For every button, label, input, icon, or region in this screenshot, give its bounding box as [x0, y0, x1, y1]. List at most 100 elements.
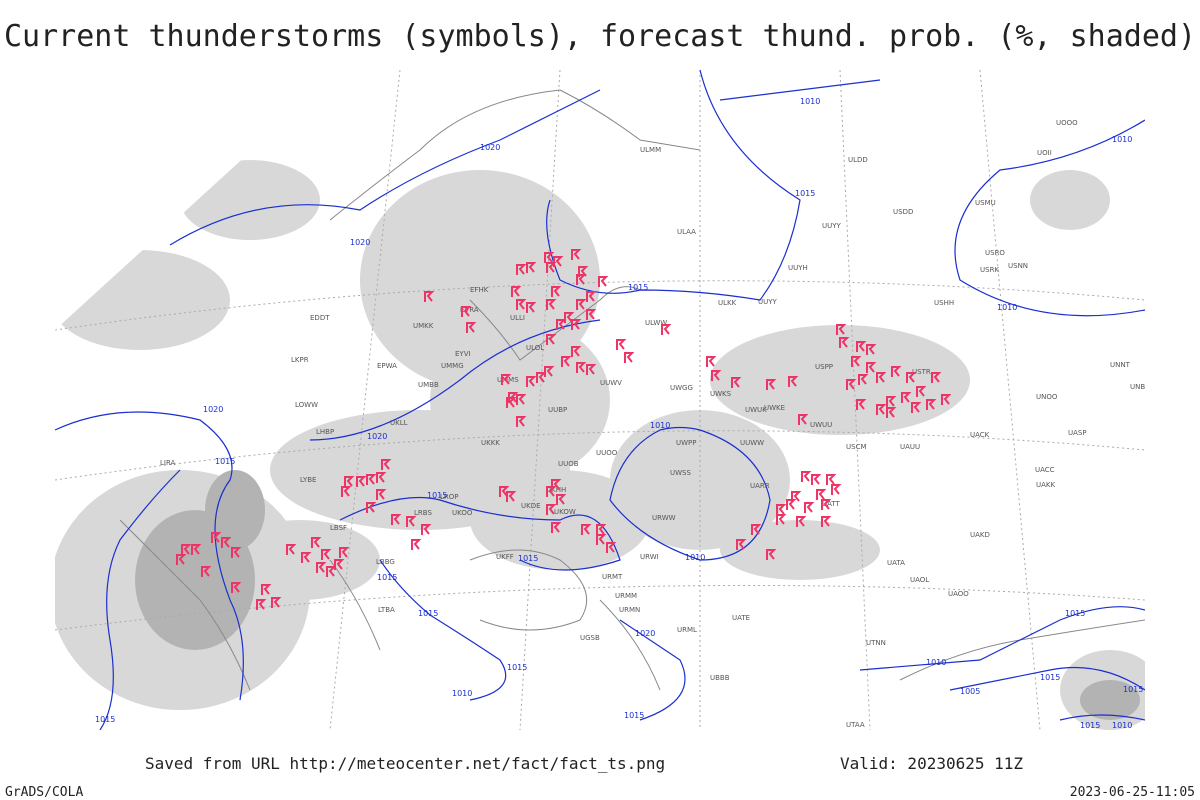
thunderstorm-symbol: [526, 302, 537, 313]
station-label: EFHK: [470, 286, 489, 294]
thunderstorm-symbol: [851, 356, 862, 367]
station-label: UKDE: [521, 502, 541, 510]
station-label: LIRA: [160, 459, 176, 467]
thunderstorm-symbol: [866, 344, 877, 355]
station-label: USRO: [985, 249, 1005, 257]
thunderstorm-symbol: [506, 491, 517, 502]
thunderstorm-symbol: [876, 404, 887, 415]
thunderstorm-symbol: [526, 376, 537, 387]
isobar-label: 1015: [1080, 721, 1100, 730]
thunderstorm-symbol: [931, 372, 942, 383]
thunderstorm-symbol: [366, 474, 377, 485]
station-label: UATA: [887, 559, 905, 567]
thunderstorm-symbol: [586, 291, 597, 302]
station-label: USRK: [980, 266, 999, 274]
map-area: ULMM ULAA ULDD USDD UUYY UUYH ULKK UUYY USHH ULWW…: [55, 70, 1145, 730]
thunderstorm-symbol: [804, 502, 815, 513]
isobar-label: 1015: [518, 554, 538, 563]
thunderstorm-symbol: [886, 407, 897, 418]
thunderstorm-symbol: [736, 539, 747, 550]
station-label: EVRA: [460, 306, 479, 314]
station-label: UKOO: [452, 509, 473, 517]
thunderstorm-symbol: [821, 499, 832, 510]
isobar-label: 1010: [452, 689, 472, 698]
thunderstorm-symbol: [231, 547, 242, 558]
isobar-label: 1010: [997, 303, 1017, 312]
station-label: UUOB: [558, 460, 579, 468]
thunderstorm-symbol: [553, 256, 564, 267]
thunderstorm-symbol: [201, 566, 212, 577]
thunderstorm-symbol: [596, 524, 607, 535]
isobar-label: 1020: [635, 629, 655, 638]
thunderstorm-symbols: [176, 249, 952, 610]
station-label: UKLL: [390, 419, 408, 427]
thunderstorm-symbol: [516, 394, 527, 405]
station-label: USMU: [975, 199, 996, 207]
thunderstorm-symbol: [301, 552, 312, 563]
thunderstorm-symbol: [271, 597, 282, 608]
station-label: UAUU: [900, 443, 920, 451]
thunderstorm-symbol: [766, 549, 777, 560]
probability-shading-dark: [135, 470, 1140, 720]
thunderstorm-symbol: [776, 514, 787, 525]
thunderstorm-symbol: [751, 524, 762, 535]
thunderstorm-symbol: [706, 356, 717, 367]
thunderstorm-symbol: [466, 322, 477, 333]
station-label: EPWA: [377, 362, 397, 370]
thunderstorm-symbol: [839, 337, 850, 348]
thunderstorm-symbol: [791, 491, 802, 502]
isobar-labels: 1010 1020 1015 1020 1015 1010 1010 1020 1015 1020…: [95, 97, 1143, 730]
isobar-label: 1010: [1112, 135, 1132, 144]
software-credit: GrADS/COLA: [5, 785, 83, 800]
thunderstorm-symbol: [831, 484, 842, 495]
station-label: UWUU: [810, 421, 832, 429]
thunderstorm-symbol: [381, 459, 392, 470]
station-label: UAKD: [970, 531, 990, 539]
thunderstorm-symbol: [856, 399, 867, 410]
station-label: UUYH: [788, 264, 808, 272]
thunderstorm-symbol: [766, 379, 777, 390]
isobar-label: 1015: [418, 609, 438, 618]
station-label: URML: [677, 626, 697, 634]
isobar-label: 1010: [800, 97, 820, 106]
isobar-label: 1020: [367, 432, 387, 441]
station-label: UWSS: [670, 469, 691, 477]
thunderstorm-symbol: [551, 479, 562, 490]
station-label: USDD: [893, 208, 913, 216]
station-label: ULWW: [645, 319, 667, 327]
thunderstorm-symbol: [876, 372, 887, 383]
station-label: USPP: [815, 363, 833, 371]
thunderstorm-symbol: [826, 474, 837, 485]
isobar-label: 1015: [1040, 673, 1060, 682]
thunderstorm-symbol: [916, 386, 927, 397]
thunderstorm-symbol: [461, 306, 472, 317]
isobar-label: 1010: [650, 421, 670, 430]
thunderstorm-symbol: [546, 262, 557, 273]
station-label: UUWW: [740, 439, 764, 447]
thunderstorm-symbol: [256, 599, 267, 610]
station-label: LBBG: [376, 558, 395, 566]
thunderstorm-symbol: [891, 366, 902, 377]
station-label: UAOO: [948, 590, 969, 598]
station-label: UOOO: [1056, 119, 1078, 127]
thunderstorm-symbol: [571, 249, 582, 260]
station-label: UMKK: [413, 322, 434, 330]
thunderstorm-symbol: [551, 522, 562, 533]
station-label: UBBB: [710, 674, 730, 682]
isobar-label: 1010: [1112, 721, 1132, 730]
thunderstorm-symbol: [339, 547, 350, 558]
station-label: LOWW: [295, 401, 318, 409]
thunderstorm-symbol: [846, 379, 857, 390]
thunderstorm-symbol: [286, 544, 297, 555]
source-url: Saved from URL http://meteocenter.net/fa…: [145, 754, 665, 773]
thunderstorm-symbol: [571, 346, 582, 357]
thunderstorm-symbol: [376, 489, 387, 500]
thunderstorm-symbol: [546, 299, 557, 310]
thunderstorm-symbol: [176, 554, 187, 565]
thunderstorm-symbol: [546, 334, 557, 345]
isobar-label: 1015: [624, 711, 644, 720]
thunderstorm-symbol: [941, 394, 952, 405]
thunderstorm-symbol: [501, 374, 512, 385]
station-label: UNOO: [1036, 393, 1058, 401]
